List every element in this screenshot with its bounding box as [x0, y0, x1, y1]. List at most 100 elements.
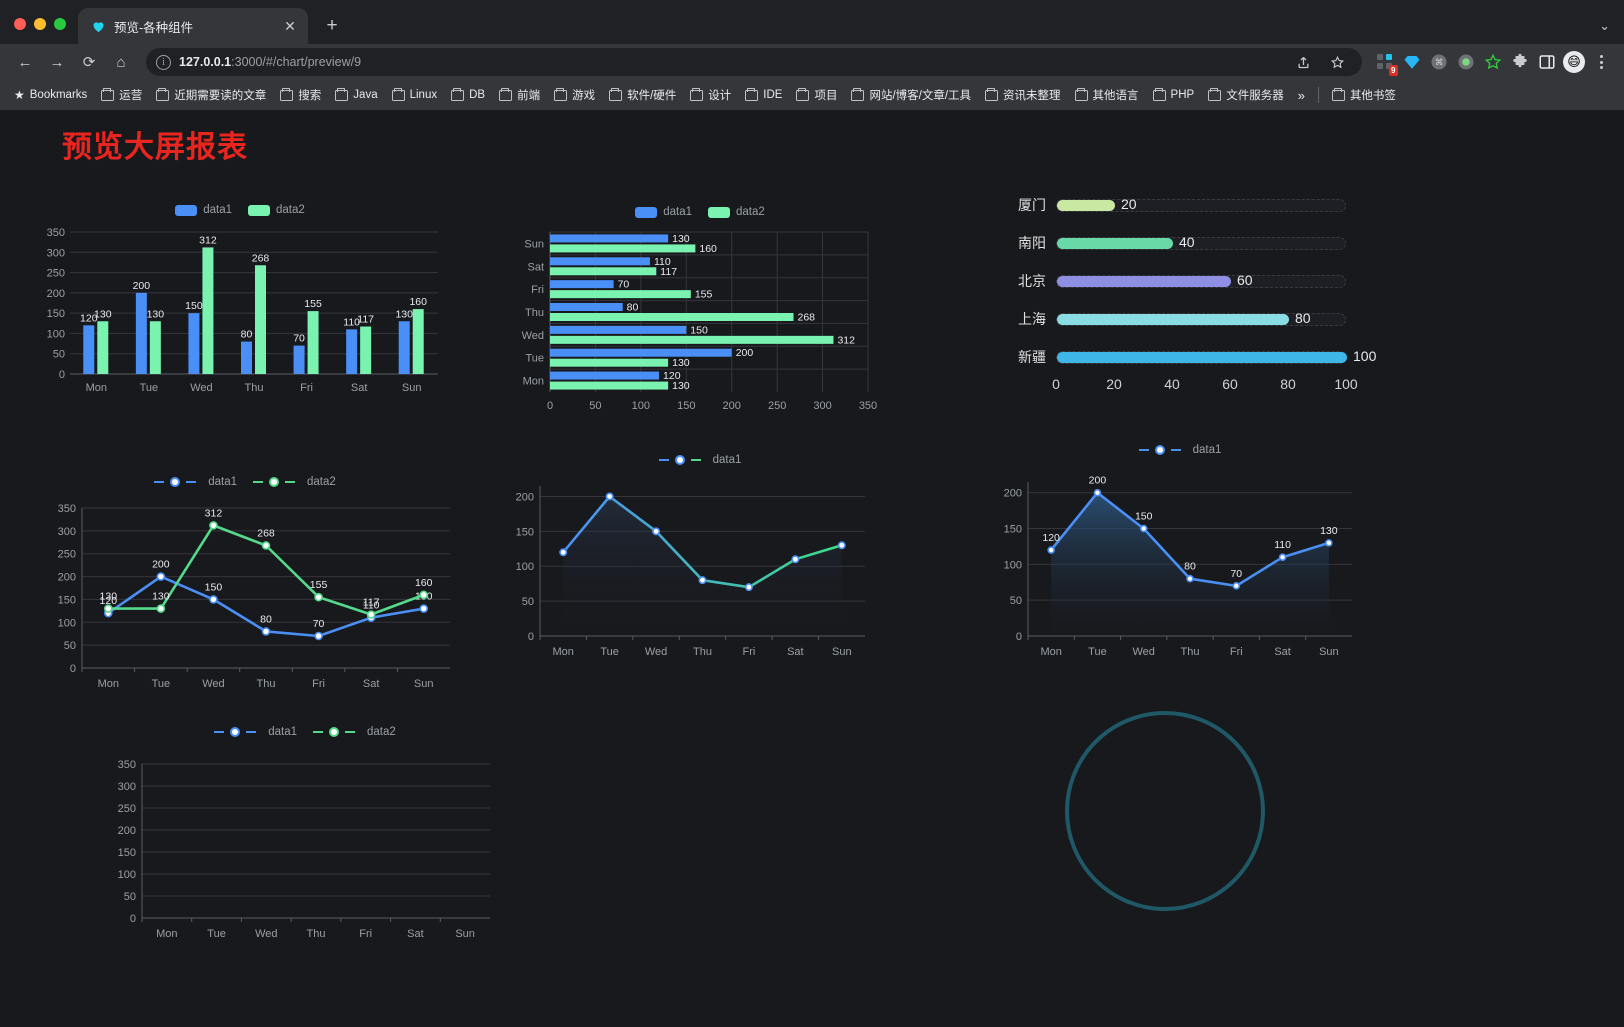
- svg-text:Tue: Tue: [525, 353, 544, 365]
- forward-button[interactable]: →: [49, 53, 65, 71]
- bookmark-folder-13[interactable]: 资讯未整理: [979, 84, 1067, 106]
- star-outline-green-icon[interactable]: [1480, 49, 1506, 75]
- circle-green-icon[interactable]: [1453, 49, 1479, 75]
- svg-text:117: 117: [363, 597, 380, 609]
- close-tab-button[interactable]: ✕: [284, 17, 296, 34]
- legend-item-data1[interactable]: data1: [154, 476, 237, 488]
- chevron-down-icon[interactable]: ⌄: [1599, 18, 1610, 33]
- chart-donut: [540, 696, 940, 976]
- legend-line-two: data1 data2: [30, 476, 460, 488]
- bookmark-label: 近期需要读的文章: [174, 90, 267, 102]
- svg-text:Tue: Tue: [207, 928, 226, 940]
- other-bookmarks-folder[interactable]: 其他书签: [1326, 84, 1402, 106]
- window-controls[interactable]: [8, 18, 78, 44]
- legend-item-data1[interactable]: data1: [214, 726, 297, 738]
- svg-text:200: 200: [516, 491, 534, 503]
- svg-text:70: 70: [313, 618, 325, 630]
- progress-row-label: 新疆: [1018, 349, 1046, 365]
- bookmark-folder-1[interactable]: 近期需要读的文章: [150, 84, 272, 106]
- chart-area-two-series: data1 data2: [90, 726, 520, 956]
- bookmark-folder-16[interactable]: 文件服务器: [1202, 84, 1290, 106]
- sidepanel-icon[interactable]: [1534, 49, 1560, 75]
- legend-item-data1[interactable]: data1: [658, 454, 741, 466]
- bookmark-folder-3[interactable]: Java: [329, 86, 383, 104]
- svg-text:110: 110: [654, 256, 671, 268]
- svg-text:268: 268: [797, 312, 815, 324]
- svg-text:200: 200: [58, 572, 76, 584]
- progress-track[interactable]: 40: [1056, 234, 1346, 250]
- bookmark-folder-10[interactable]: IDE: [739, 86, 788, 104]
- bookmark-folder-4[interactable]: Linux: [386, 86, 444, 104]
- diamond-icon[interactable]: [1399, 49, 1425, 75]
- browser-tab[interactable]: 预览-各种组件 ✕: [78, 8, 308, 44]
- svg-text:268: 268: [252, 252, 270, 264]
- progress-axis-tick: 40: [1164, 376, 1180, 392]
- progress-track[interactable]: 100: [1056, 348, 1376, 364]
- legend-item-data2[interactable]: data2: [708, 206, 765, 218]
- bookmark-folder-5[interactable]: DB: [445, 86, 491, 104]
- puzzle-icon[interactable]: [1507, 49, 1533, 75]
- address-bar[interactable]: i 127.0.0.1:3000/#/chart/preview/9: [146, 48, 1362, 76]
- svg-text:130: 130: [100, 591, 118, 603]
- chart-bar-horizontal: data1 data2 Sun Sat Fri Thu Wed Tue Mon 130 160 1…: [500, 206, 900, 436]
- legend-label: data1: [1192, 444, 1222, 456]
- legend-item-data2[interactable]: data2: [248, 204, 305, 216]
- maximize-window-button[interactable]: [54, 18, 66, 30]
- bookmark-folder-8[interactable]: 软件/硬件: [603, 84, 682, 106]
- svg-text:0: 0: [59, 369, 65, 381]
- minimize-window-button[interactable]: [34, 18, 46, 30]
- svg-text:130: 130: [152, 591, 170, 603]
- back-button[interactable]: ←: [17, 53, 33, 71]
- bookmarks-root[interactable]: ★ Bookmarks: [8, 85, 93, 105]
- legend-item-data1[interactable]: data1: [1138, 444, 1222, 456]
- close-window-button[interactable]: [14, 18, 26, 30]
- bookmark-folder-12[interactable]: 网站/博客/文章/工具: [845, 84, 977, 106]
- bookmark-folder-2[interactable]: 搜索: [274, 84, 327, 106]
- svg-text:Tue: Tue: [140, 382, 159, 394]
- svg-text:Sat: Sat: [351, 382, 368, 394]
- svg-text:Sun: Sun: [524, 238, 544, 250]
- bookmark-folder-6[interactable]: 前端: [493, 84, 546, 106]
- bookmark-folder-14[interactable]: 其他语言: [1069, 84, 1145, 106]
- command-icon[interactable]: ⌘: [1426, 49, 1452, 75]
- svg-text:Thu: Thu: [525, 307, 544, 319]
- tab-title: 预览-各种组件: [114, 20, 194, 35]
- legend-label: data1: [203, 204, 232, 216]
- share-icon[interactable]: [1288, 47, 1318, 77]
- svg-text:⌘: ⌘: [1435, 58, 1443, 67]
- legend-label: data2: [276, 204, 305, 216]
- svg-text:0: 0: [70, 663, 76, 675]
- line-two-svg: 0 50 100 150 200 250 300 350 120 200 150 80 70 110 130…: [58, 503, 450, 690]
- legend-label: data2: [307, 476, 336, 488]
- new-tab-button[interactable]: +: [326, 15, 338, 36]
- home-button[interactable]: ⌂: [116, 53, 126, 71]
- menu-kebab-icon[interactable]: [1588, 49, 1614, 75]
- bookmark-label: 运营: [119, 90, 143, 102]
- bookmarks-overflow-button[interactable]: »: [1297, 87, 1305, 103]
- folder-icon: [554, 87, 568, 101]
- bookmark-star-icon[interactable]: [1322, 47, 1352, 77]
- svg-text:150: 150: [1135, 511, 1153, 523]
- svg-text:250: 250: [58, 549, 76, 561]
- legend-item-data1[interactable]: data1: [175, 204, 232, 216]
- reload-button[interactable]: ⟳: [82, 54, 96, 71]
- legend-item-data1[interactable]: data1: [635, 206, 692, 218]
- svg-text:120: 120: [100, 595, 118, 607]
- extension-grid-icon[interactable]: 9: [1372, 49, 1398, 76]
- progress-track[interactable]: 60: [1056, 272, 1346, 288]
- bookmark-folder-0[interactable]: 运营: [95, 84, 148, 106]
- legend-item-data2[interactable]: data2: [313, 726, 396, 738]
- svg-text:117: 117: [660, 266, 677, 278]
- bookmark-folder-15[interactable]: PHP: [1147, 86, 1201, 104]
- site-info-icon[interactable]: i: [156, 54, 171, 70]
- bookmark-folder-11[interactable]: 项目: [790, 84, 843, 106]
- progress-axis-tick: 0: [1052, 376, 1060, 392]
- bookmark-folder-7[interactable]: 游戏: [548, 84, 601, 106]
- progress-track[interactable]: 80: [1056, 310, 1346, 326]
- legend-item-data2[interactable]: data2: [253, 476, 336, 488]
- bookmark-folder-9[interactable]: 设计: [684, 84, 737, 106]
- profile-avatar[interactable]: 😄: [1561, 49, 1587, 75]
- svg-text:80: 80: [1184, 561, 1196, 573]
- progress-track[interactable]: 20: [1056, 196, 1346, 212]
